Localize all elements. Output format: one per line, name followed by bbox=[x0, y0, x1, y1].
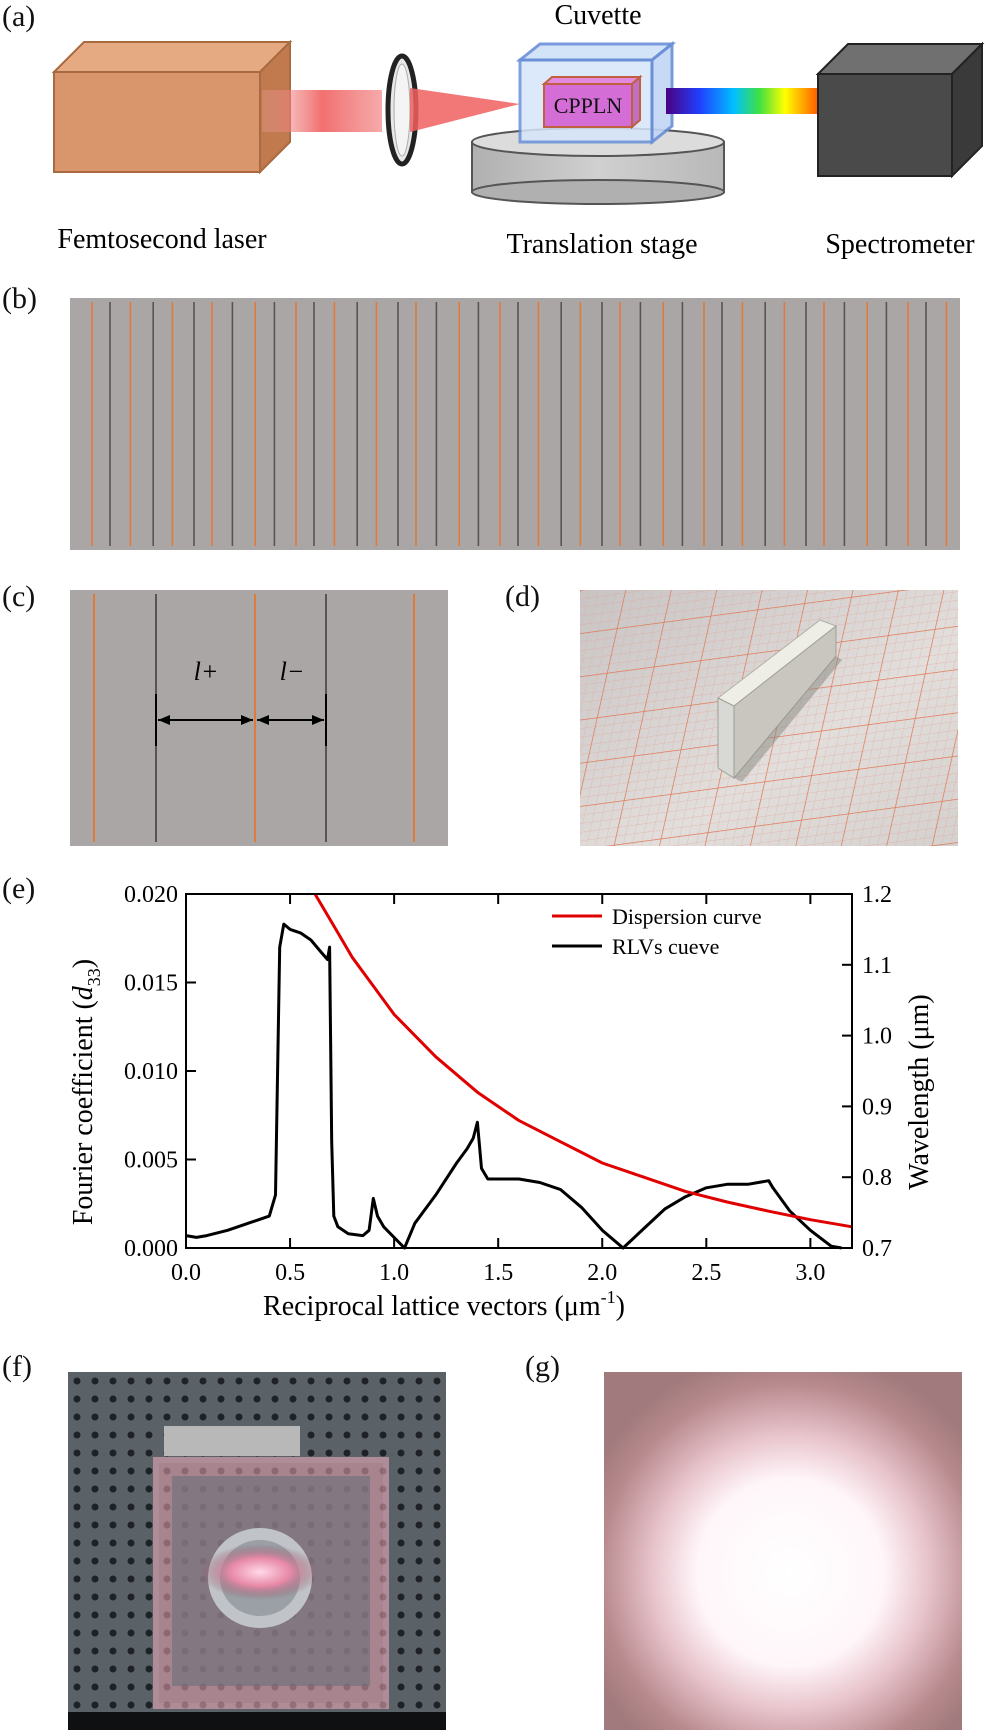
x-axis-label: Reciprocal lattice vectors (μm-1) bbox=[263, 1287, 625, 1322]
chart-axes bbox=[185, 893, 853, 1249]
y-right-tick-label: 1.1 bbox=[862, 953, 892, 979]
plot-frame bbox=[185, 893, 853, 1249]
x-tick-label: 0.5 bbox=[275, 1260, 305, 1286]
l-minus-label: l− bbox=[280, 657, 305, 686]
crystal-label: CPPLN bbox=[554, 93, 623, 118]
fourier-chart: 0.0 0.5 1.0 1.5 2.0 2.5 3.0 0.0000.0050.0100.0… bbox=[68, 882, 935, 1322]
chart-legend: Dispersion curve RLVs cueve bbox=[552, 904, 762, 959]
dispersion-curve bbox=[313, 893, 853, 1229]
cppln-crystal bbox=[541, 74, 643, 130]
l-plus-label: l+ bbox=[194, 657, 219, 686]
laser-label: Femtosecond laser bbox=[57, 224, 267, 255]
cuvette-label: Cuvette bbox=[554, 0, 641, 31]
y-left-tick-label: 0.000 bbox=[124, 1236, 178, 1262]
laser-beam bbox=[262, 90, 382, 132]
x-tick-labels: 0.0 0.5 1.0 1.5 2.0 2.5 3.0 bbox=[171, 1260, 825, 1286]
y-left-tick-labels: 0.000 0.005 0.010 0.015 0.020 bbox=[124, 882, 178, 1262]
domain-zoom-background bbox=[70, 590, 448, 846]
spectrometer-box bbox=[815, 41, 985, 179]
domain-pattern bbox=[70, 298, 960, 550]
x-tick-label: 2.0 bbox=[587, 1260, 617, 1286]
y-left-tick-label: 0.005 bbox=[124, 1148, 178, 1174]
domain-background bbox=[70, 298, 960, 550]
spectrum-beam bbox=[666, 88, 836, 114]
output-beam-photo bbox=[604, 1372, 962, 1730]
panel-label-e: (e) bbox=[2, 872, 36, 905]
crystal-mount bbox=[200, 1528, 320, 1628]
domain-zoom: l+ l− bbox=[70, 590, 448, 846]
panel-label-c: (c) bbox=[2, 580, 36, 613]
y-right-tick-label: 0.7 bbox=[862, 1236, 892, 1262]
y-right-tick-label: 1.2 bbox=[862, 882, 892, 908]
holder bbox=[164, 1426, 300, 1456]
y-left-axis-label: Fourier coefficient (d33) bbox=[68, 959, 104, 1225]
x-tick-label: 1.5 bbox=[483, 1260, 513, 1286]
y-right-tick-labels: 0.7 0.8 0.9 1.0 1.1 1.2 bbox=[862, 882, 892, 1262]
setup-schematic: CPPLN Cuvette Femtosecond laser Translat… bbox=[51, 0, 985, 260]
l-plus-arrow bbox=[155, 694, 253, 746]
y-right-tick-label: 1.0 bbox=[862, 1024, 892, 1050]
panel-label-d: (d) bbox=[505, 580, 540, 613]
crystal-photo bbox=[580, 590, 958, 846]
l-minus-arrow bbox=[257, 694, 327, 746]
x-tick-label: 0.0 bbox=[171, 1260, 201, 1286]
panel-label-g: (g) bbox=[525, 1350, 560, 1383]
y-right-tick-label: 0.8 bbox=[862, 1165, 892, 1191]
y-left-tick-label: 0.015 bbox=[124, 971, 178, 997]
rlv-curve bbox=[185, 922, 842, 1250]
cuvette-photo bbox=[68, 1372, 446, 1730]
y-left-tick-label: 0.020 bbox=[124, 882, 178, 908]
panel-label-a: (a) bbox=[2, 0, 36, 33]
plot-area bbox=[185, 893, 853, 1250]
x-tick-label: 2.5 bbox=[691, 1260, 721, 1286]
legend-dispersion: Dispersion curve bbox=[612, 904, 762, 929]
base bbox=[68, 1712, 446, 1730]
y-right-axis-label: Wavelength (μm) bbox=[904, 994, 935, 1189]
crystal-sample bbox=[717, 619, 842, 782]
stage-label: Translation stage bbox=[506, 229, 697, 260]
beam-spot bbox=[604, 1372, 962, 1730]
focused-beam bbox=[410, 88, 520, 132]
panel-label-b: (b) bbox=[2, 282, 37, 315]
spectrometer-label: Spectrometer bbox=[825, 229, 975, 260]
legend-rlv: RLVs cueve bbox=[612, 934, 719, 959]
x-tick-label: 3.0 bbox=[795, 1260, 825, 1286]
domain-lines bbox=[91, 302, 948, 546]
x-tick-label: 1.0 bbox=[379, 1260, 409, 1286]
laser-box bbox=[51, 39, 293, 175]
panel-label-f: (f) bbox=[2, 1350, 32, 1383]
y-right-tick-label: 0.9 bbox=[862, 1094, 892, 1120]
y-left-tick-label: 0.010 bbox=[124, 1059, 178, 1085]
